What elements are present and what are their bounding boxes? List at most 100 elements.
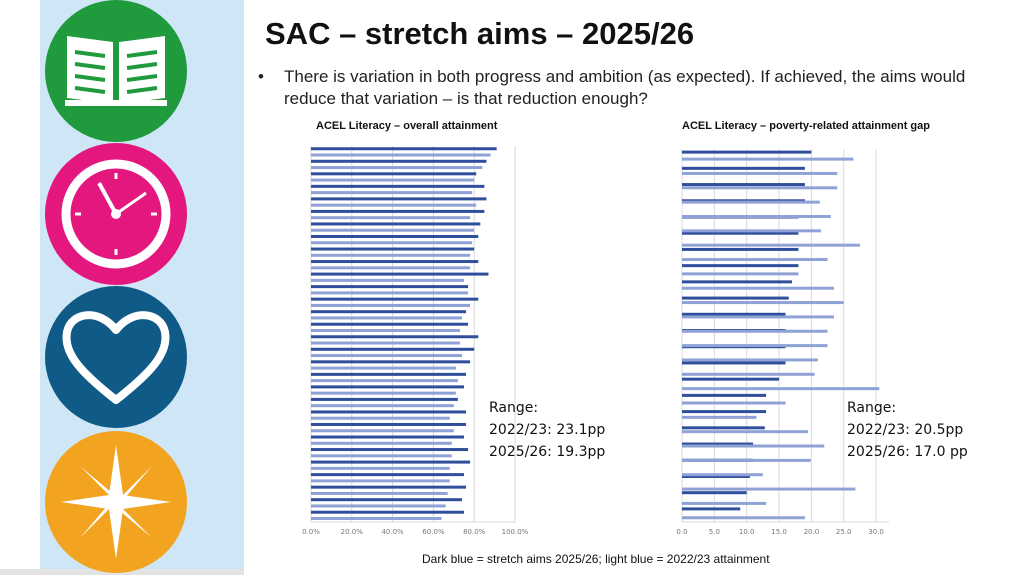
chart-title-gap: ACEL Literacy – poverty-related attainme…: [682, 120, 930, 132]
stretch-aim-bar: [311, 310, 467, 314]
attainment-2022-23-bar: [682, 214, 831, 218]
stretch-aim-bar: [311, 209, 485, 213]
stretch-aim-bar: [311, 147, 497, 151]
stretch-aim-bar: [311, 197, 487, 201]
stretch-aim-bar: [682, 377, 780, 381]
attainment-2022-23-bar: [682, 516, 805, 520]
attainment-2022-23-bar: [682, 243, 860, 247]
stretch-aim-bar: [311, 322, 469, 326]
attainment-2022-23-bar: [311, 216, 471, 220]
stretch-aim-bar: [311, 184, 485, 188]
attainment-2022-23-bar: [682, 301, 844, 305]
attainment-2022-23-bar: [682, 387, 880, 391]
attainment-2022-23-bar: [311, 366, 456, 370]
bullet-marker: •: [258, 67, 264, 86]
attainment-2022-23-bar: [682, 358, 818, 362]
stretch-aim-bar: [311, 260, 479, 264]
attainment-2022-23-bar: [311, 303, 471, 307]
attainment-2022-23-bar: [682, 473, 763, 477]
attainment-2022-23-bar: [311, 328, 460, 332]
stretch-aim-bar: [682, 166, 805, 170]
attainment-2022-23-bar: [682, 286, 835, 290]
x-tick-label: 80.0%: [463, 528, 486, 536]
stretch-aim-bar: [311, 460, 471, 464]
attainment-2022-23-bar: [682, 329, 828, 333]
stretch-aim-bar: [311, 172, 477, 176]
attainment-2022-23-bar: [682, 344, 828, 348]
attainment-2022-23-bar: [682, 458, 811, 462]
attainment-2022-23-bar: [682, 444, 825, 448]
attainment-2022-23-bar: [682, 487, 856, 491]
attainment-2022-23-bar: [311, 291, 469, 295]
stretch-aim-bar: [311, 247, 475, 251]
attainment-2022-23-bar: [311, 429, 454, 433]
attainment-2022-23-bar: [311, 491, 448, 495]
range-box-gap: Range: 2022/23: 20.5pp 2025/26: 17.0 pp: [847, 397, 968, 463]
attainment-2022-23-bar: [311, 341, 460, 345]
stretch-aim-bar: [682, 247, 799, 251]
legend-note: Dark blue = stretch aims 2025/26; light …: [422, 552, 770, 566]
stretch-aim-bar: [311, 485, 467, 489]
attainment-2022-23-bar: [311, 316, 462, 320]
stretch-aim-bar: [682, 393, 767, 397]
x-tick-label: 5.0: [709, 528, 720, 536]
attainment-2022-23-bar: [682, 401, 786, 405]
attainment-2022-23-bar: [311, 404, 454, 408]
stretch-aim-bar: [311, 510, 464, 514]
attainment-2022-23-bar: [682, 501, 767, 505]
stretch-aim-bar: [311, 385, 464, 389]
attainment-2022-23-bar: [311, 391, 456, 395]
range-2025-26: 2025/26: 19.3pp: [489, 444, 606, 460]
attainment-2022-23-bar: [311, 516, 442, 520]
stretch-aim-bar: [682, 264, 799, 268]
stretch-aim-bar: [311, 335, 479, 339]
stretch-aim-bar: [311, 159, 487, 163]
attainment-2022-23-bar: [311, 266, 471, 270]
attainment-2022-23-bar: [682, 372, 815, 376]
x-tick-label: 20.0%: [341, 528, 364, 536]
x-tick-label: 100.0%: [502, 528, 529, 536]
stretch-aim-bar: [311, 347, 475, 351]
attainment-2022-23-bar: [311, 479, 450, 483]
stretch-aim-bar: [682, 474, 750, 478]
stretch-aim-bar: [682, 280, 792, 284]
attainment-2022-23-bar: [682, 229, 822, 233]
attainment-2022-23-bar: [682, 272, 799, 276]
open-book-icon: [45, 0, 187, 142]
range-2025-26: 2025/26: 17.0 pp: [847, 444, 968, 460]
attainment-2022-23-bar: [311, 466, 450, 470]
attainment-2022-23-bar: [311, 166, 483, 170]
x-tick-label: 10.0: [739, 528, 755, 536]
attainment-2022-23-bar: [311, 191, 473, 195]
attainment-2022-23-bar: [682, 315, 835, 319]
stretch-aim-bar: [311, 473, 464, 477]
stretch-aim-bar: [682, 231, 799, 235]
attainment-2022-23-bar: [682, 415, 757, 419]
attainment-2022-23-bar: [311, 253, 471, 257]
attainment-2022-23-bar: [682, 157, 854, 161]
stretch-aim-bar: [682, 410, 767, 414]
stretch-aim-bar: [311, 360, 471, 364]
x-tick-label: 0.0: [676, 528, 687, 536]
stretch-aim-bar: [311, 410, 467, 414]
stretch-aim-bar: [682, 183, 805, 187]
stretch-aim-bar: [311, 435, 464, 439]
stretch-aim-bar: [311, 422, 467, 426]
attainment-2022-23-bar: [311, 416, 450, 420]
stretch-aim-bar: [682, 361, 786, 365]
attainment-2022-23-bar: [311, 504, 446, 508]
clock-icon: [45, 143, 187, 285]
x-tick-label: 30.0: [868, 528, 884, 536]
x-tick-label: 15.0: [771, 528, 787, 536]
attainment-2022-23-bar: [311, 441, 452, 445]
attainment-2022-23-bar: [311, 454, 452, 458]
x-tick-label: 60.0%: [422, 528, 445, 536]
range-box-overall: Range: 2022/23: 23.1pp 2025/26: 19.3pp: [489, 397, 605, 463]
stretch-aim-bar: [682, 442, 754, 446]
stretch-aim-bar: [311, 285, 469, 289]
stretch-aim-bar: [311, 372, 467, 376]
bullet-text: There is variation in both progress and …: [284, 67, 966, 108]
stretch-aim-bar: [682, 507, 741, 511]
attainment-2022-23-bar: [311, 278, 464, 282]
range-label: Range:: [489, 400, 539, 416]
